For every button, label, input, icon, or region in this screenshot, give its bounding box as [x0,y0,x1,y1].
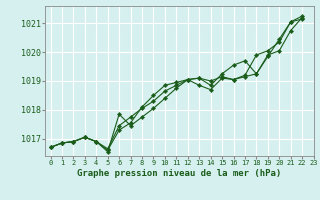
X-axis label: Graphe pression niveau de la mer (hPa): Graphe pression niveau de la mer (hPa) [77,169,281,178]
